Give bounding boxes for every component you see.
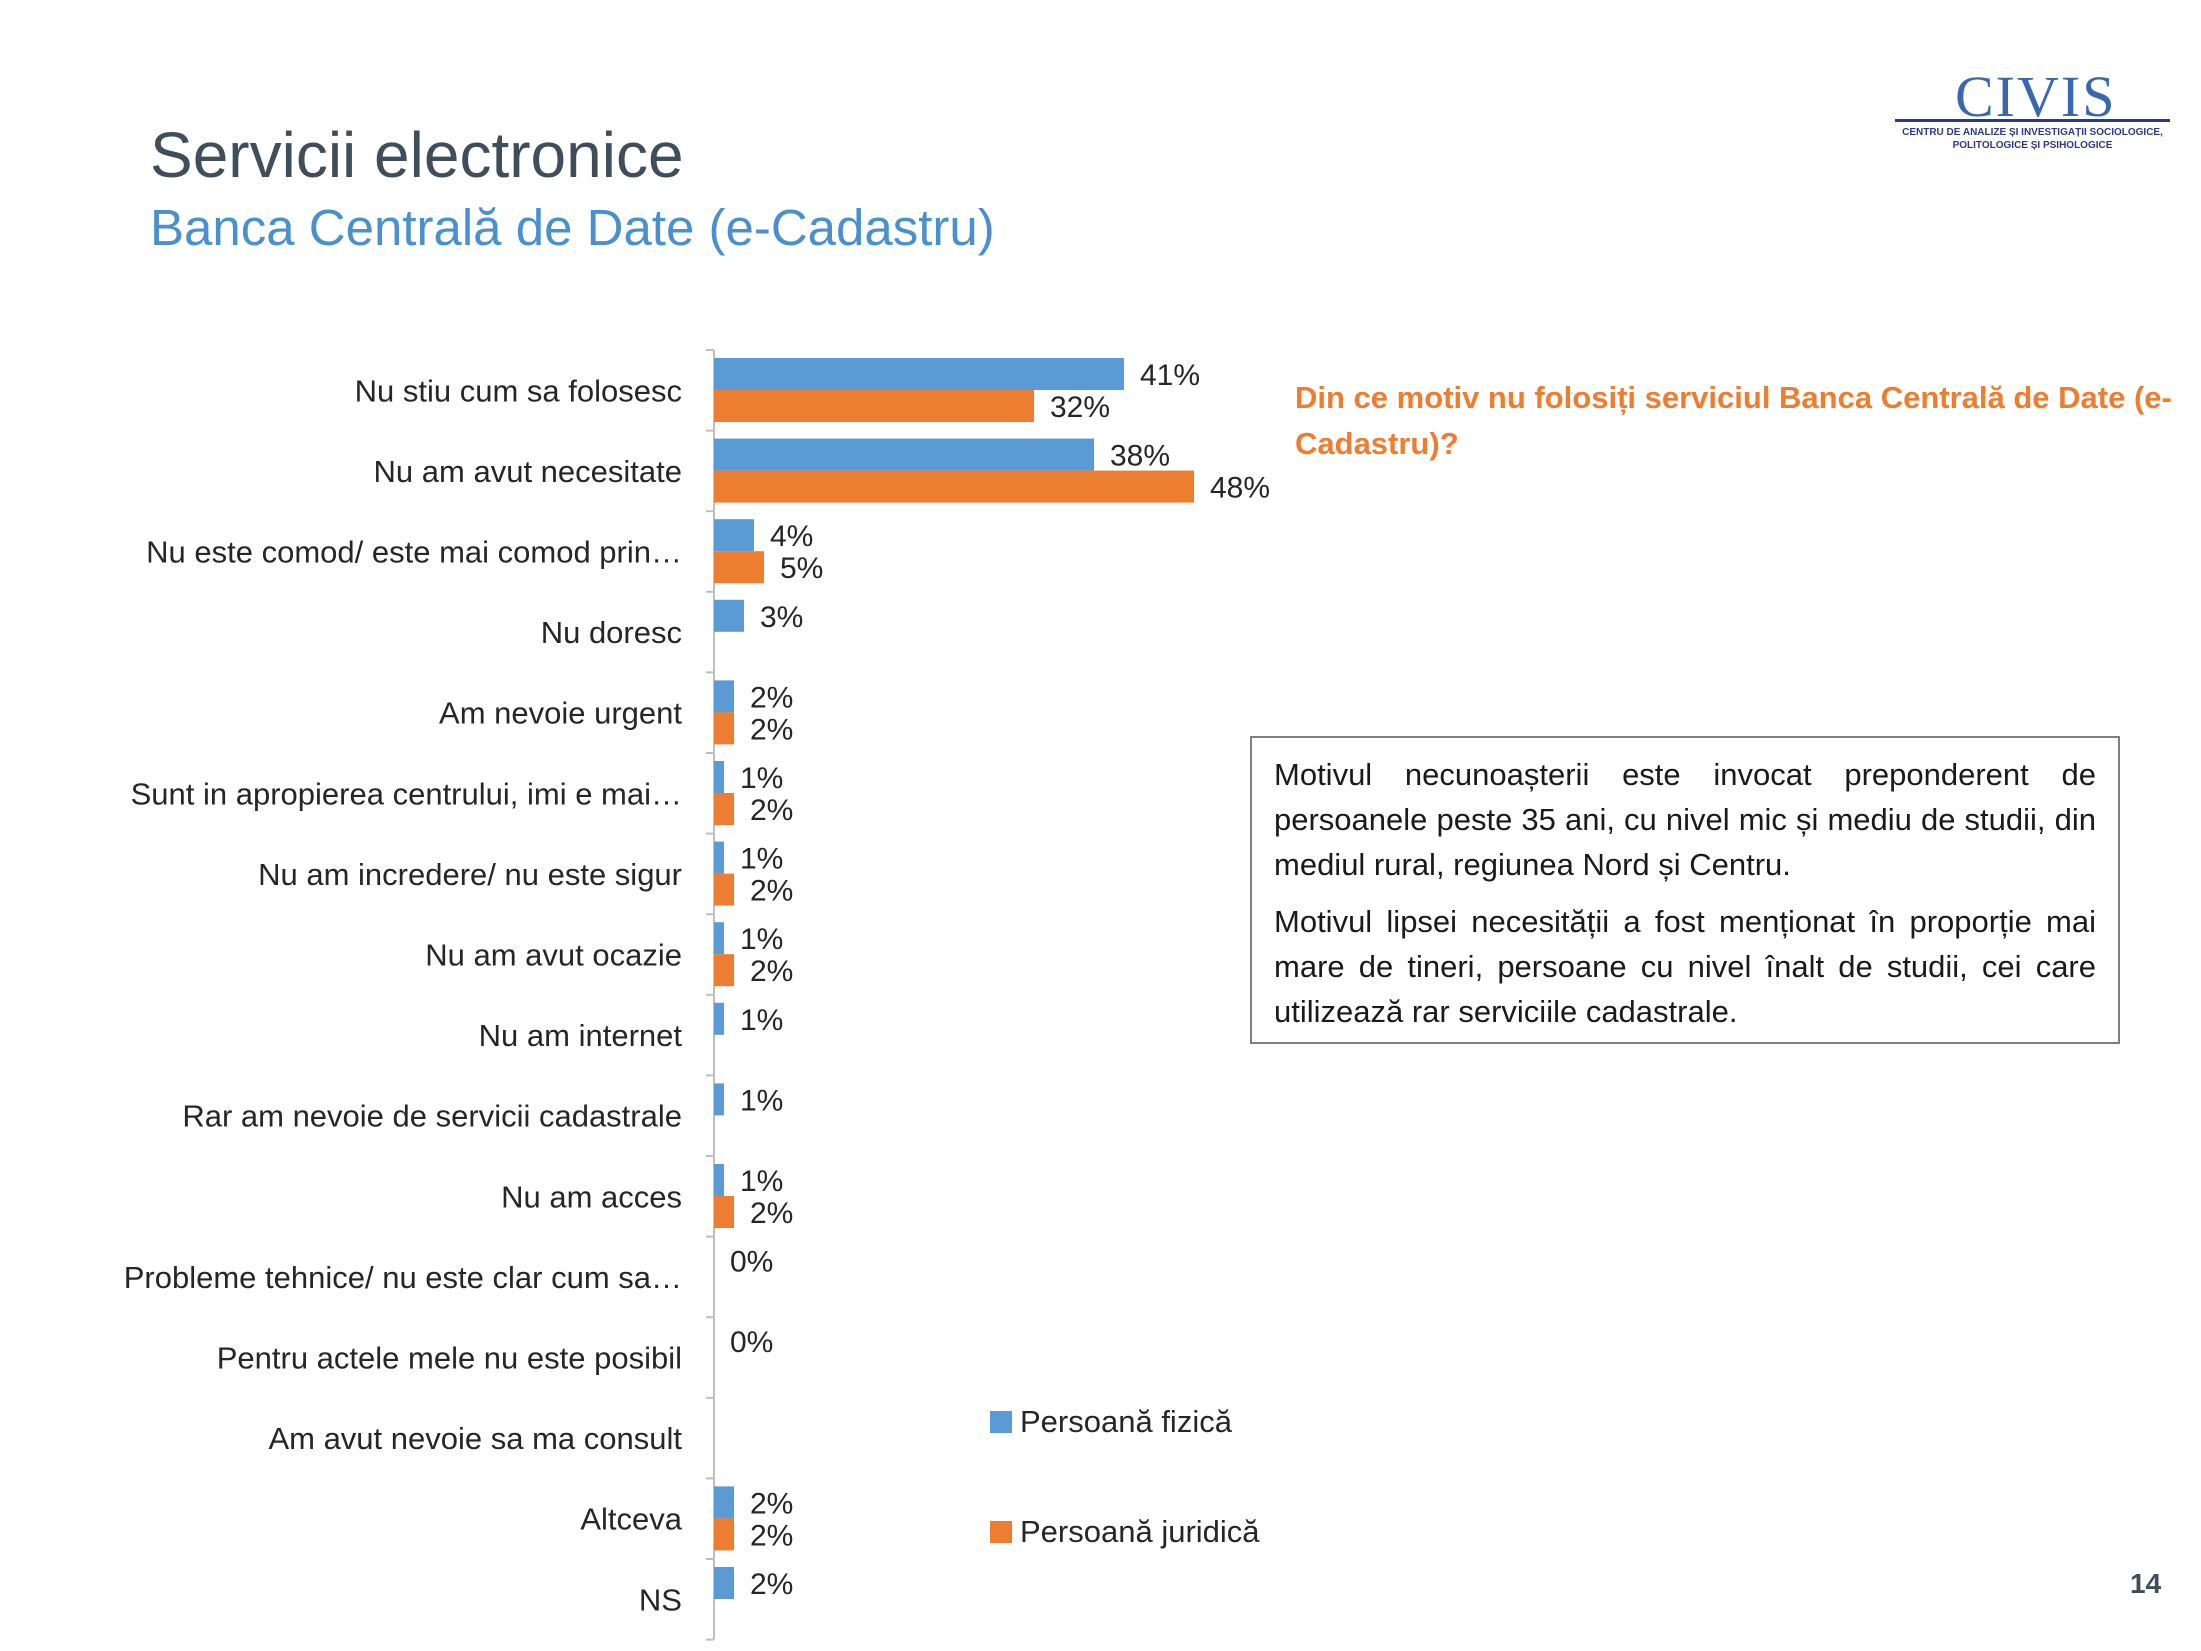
data-label-fizica: 1% — [740, 1165, 783, 1198]
category-label: Nu am avut ocazie — [425, 938, 682, 973]
bar-fizica — [714, 922, 724, 955]
category-label: Pentru actele mele nu este posibil — [217, 1341, 682, 1376]
category-label: Nu este comod/ este mai comod prin… — [146, 535, 682, 570]
civis-logo: CIVIS CENTRU DE ANALIZE ȘI INVESTIGAȚII … — [1895, 55, 2175, 165]
bar-fizica — [714, 1486, 734, 1519]
data-label-fizica: 2% — [750, 681, 793, 714]
bar-juridica — [714, 793, 734, 825]
legend-swatch-fizica — [990, 1411, 1012, 1433]
page-number: 14 — [2130, 1568, 2162, 1599]
category-label: Nu doresc — [541, 615, 682, 650]
data-label-fizica: 0% — [730, 1326, 773, 1359]
bar-fizica — [714, 358, 1124, 390]
data-label-fizica: 1% — [740, 1004, 783, 1037]
bar-juridica — [714, 954, 734, 987]
legend-item-persoana-fizica: Persoană fizică — [990, 1402, 1232, 1442]
category-label: Probleme tehnice/ nu este clar cum sa… — [124, 1260, 682, 1295]
bar-juridica — [714, 712, 734, 745]
data-label-fizica: 1% — [740, 923, 783, 956]
findings-note: Motivul necunoașterii este invocat prepo… — [1250, 736, 2120, 1044]
data-label-juridica: 2% — [750, 794, 793, 827]
category-label: Nu am acces — [501, 1179, 682, 1214]
bar-juridica — [714, 551, 764, 584]
data-label-juridica: 2% — [750, 875, 793, 908]
page-title: Servicii electronice — [150, 119, 684, 191]
data-label-juridica: 32% — [1050, 391, 1110, 424]
data-label-juridica: 2% — [750, 713, 793, 746]
bar-fizica — [714, 1002, 724, 1035]
bar-juridica — [714, 1518, 734, 1551]
bar-fizica — [714, 761, 724, 793]
data-label-juridica: 2% — [750, 1519, 793, 1552]
category-label: Am nevoie urgent — [439, 696, 682, 731]
legend-item-persoana-juridica: Persoană juridică — [990, 1512, 1260, 1552]
bar-fizica — [714, 599, 744, 632]
bar-fizica — [714, 680, 734, 713]
category-label: NS — [639, 1582, 682, 1617]
category-label: Nu am incredere/ nu este sigur — [258, 857, 682, 892]
logo-tagline-line2: POLITOLOGICE ȘI PSIHOLOGICE — [1952, 140, 2113, 151]
legend-label-fizica: Persoană fizică — [1020, 1404, 1232, 1439]
legend-label-juridica: Persoană juridică — [1020, 1514, 1260, 1549]
bar-fizica — [714, 841, 724, 874]
logo-rule — [1895, 119, 2170, 122]
bar-fizica — [714, 438, 1094, 471]
logo-wordmark: CIVIS — [1955, 64, 2117, 129]
bar-fizica — [714, 1567, 734, 1599]
logo-tagline-line1: CENTRU DE ANALIZE ȘI INVESTIGAȚII SOCIOL… — [1902, 127, 2163, 138]
data-label-fizica: 2% — [750, 1487, 793, 1520]
bar-juridica — [714, 873, 734, 906]
data-label-fizica: 1% — [740, 762, 783, 795]
category-label: Nu am avut necesitate — [374, 454, 682, 489]
category-label: Nu stiu cum sa folosesc — [355, 373, 682, 408]
category-label: Sunt in apropierea centrului, imi e mai… — [131, 776, 682, 811]
legend-swatch-juridica — [990, 1521, 1012, 1543]
category-label: Altceva — [580, 1502, 682, 1537]
data-label-fizica: 1% — [740, 843, 783, 876]
bar-juridica — [714, 390, 1034, 422]
logo-tagline: CENTRU DE ANALIZE ȘI INVESTIGAȚII SOCIOL… — [1895, 126, 2170, 152]
bar-juridica — [714, 470, 1194, 503]
bar-fizica — [714, 1083, 724, 1116]
bar-fizica — [714, 519, 754, 552]
data-label-juridica: 5% — [780, 552, 823, 585]
data-label-juridica: 2% — [750, 955, 793, 988]
data-label-fizica: 41% — [1140, 359, 1200, 392]
bar-fizica — [714, 1164, 724, 1196]
data-label-fizica: 2% — [750, 1568, 793, 1601]
category-label: Am avut nevoie sa ma consult — [268, 1421, 682, 1456]
data-label-juridica: 48% — [1210, 472, 1270, 505]
note-paragraph-1: Motivul necunoașterii este invocat prepo… — [1274, 757, 2096, 882]
category-label: Nu am internet — [479, 1018, 683, 1053]
data-label-fizica: 0% — [730, 1246, 773, 1279]
data-label-fizica: 1% — [740, 1084, 783, 1117]
data-label-fizica: 4% — [770, 520, 813, 553]
data-label-juridica: 2% — [750, 1197, 793, 1230]
survey-question: Din ce motiv nu folosiți serviciul Banca… — [1295, 380, 2172, 461]
category-label: Rar am nevoie de servicii cadastrale — [182, 1099, 682, 1134]
note-paragraph-2: Motivul lipsei necesității a fost mențio… — [1274, 904, 2096, 1029]
page-subtitle: Banca Centrală de Date (e-Cadastru) — [150, 199, 995, 256]
data-label-fizica: 38% — [1110, 440, 1170, 473]
bar-juridica — [714, 1196, 734, 1228]
data-label-fizica: 3% — [760, 601, 803, 634]
